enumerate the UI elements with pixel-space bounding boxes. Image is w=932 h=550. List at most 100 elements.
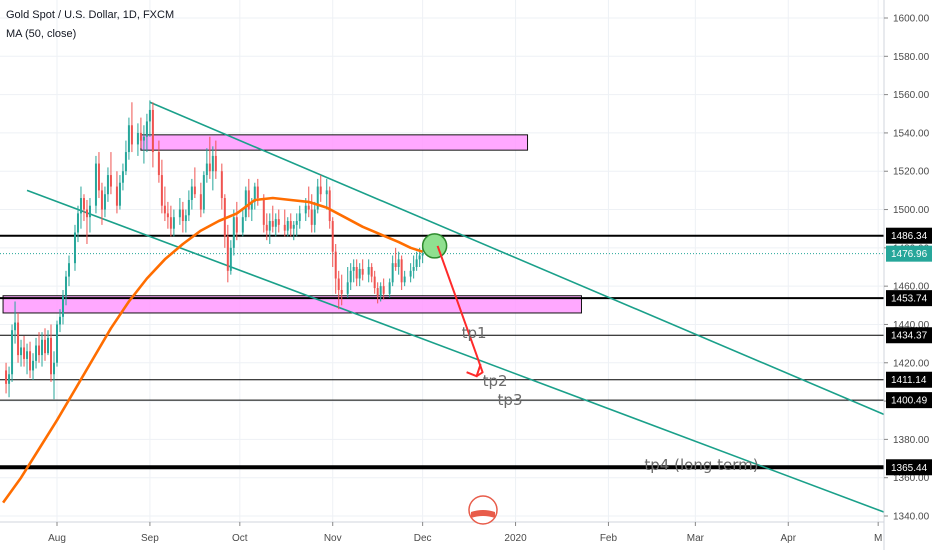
candle <box>409 263 412 283</box>
candle-body <box>319 186 322 195</box>
candle-body <box>190 186 193 200</box>
candle-body <box>151 109 154 153</box>
price-tick-label: 1460.00 <box>893 282 930 293</box>
indicator-label: MA (50, close) <box>6 28 77 40</box>
candle-body <box>82 198 85 210</box>
candle <box>346 267 349 298</box>
candle <box>220 163 223 210</box>
candle-body <box>53 362 56 375</box>
candle <box>382 278 385 300</box>
candle <box>370 263 373 283</box>
candle-body <box>199 194 202 210</box>
candles <box>5 100 424 400</box>
candle-body <box>244 190 247 218</box>
candle-body <box>382 286 385 294</box>
candle-body <box>241 217 244 233</box>
candle <box>292 221 295 241</box>
candle <box>130 102 133 153</box>
candle-body <box>17 322 20 356</box>
candle-body <box>64 276 67 296</box>
candle-body <box>100 190 103 210</box>
candle-body <box>325 190 328 195</box>
candle-body <box>47 337 50 354</box>
candle-body <box>32 360 35 371</box>
price-tick-label: 1600.00 <box>893 14 930 25</box>
level-tag <box>886 459 932 476</box>
candle-body <box>109 175 112 187</box>
candle <box>310 194 313 233</box>
candle <box>241 209 244 237</box>
candle <box>313 201 316 233</box>
candle-body <box>337 278 340 290</box>
candle <box>361 259 364 281</box>
candle <box>109 152 112 195</box>
candle <box>229 240 232 275</box>
candle-body <box>38 345 41 356</box>
candle-body <box>292 224 295 229</box>
candle <box>139 117 142 149</box>
time-axis[interactable]: Aug Sep Oct Nov Dec 2020 Feb Mar Apr M <box>0 521 884 544</box>
candle <box>145 113 148 153</box>
candle-body <box>286 221 289 231</box>
candle <box>124 140 127 176</box>
trend-channel <box>26 101 885 513</box>
time-tick-label: Mar <box>687 533 705 544</box>
candle <box>247 178 250 218</box>
candle-body <box>274 219 277 227</box>
candle <box>295 213 298 237</box>
price-axis[interactable]: 1340.001360.001380.001400.001420.001440.… <box>883 0 932 550</box>
candle-body <box>379 286 382 296</box>
candle <box>20 339 23 367</box>
moving-average <box>2 196 424 504</box>
candle <box>35 337 38 369</box>
candle <box>41 332 44 367</box>
candle-body <box>88 205 91 218</box>
candle-body <box>67 263 70 277</box>
candle <box>23 335 26 367</box>
candle-body <box>391 263 394 283</box>
time-tick-label: Feb <box>600 533 618 544</box>
candle <box>337 270 340 310</box>
candle-body <box>373 276 376 289</box>
price-tick-label: 1340.00 <box>893 512 930 523</box>
candle-body <box>349 270 352 283</box>
price-tick-label: 1360.00 <box>893 473 930 484</box>
candle-body <box>58 316 61 325</box>
time-tick-label: Oct <box>232 533 248 544</box>
candle-body <box>136 132 139 145</box>
candle <box>208 136 211 179</box>
time-tick-label: Aug <box>48 533 66 544</box>
candle <box>388 278 391 298</box>
candle-body <box>250 201 253 210</box>
candle-body <box>253 186 256 202</box>
candle-body <box>313 209 316 225</box>
candle <box>298 205 301 229</box>
level-tag <box>886 327 932 344</box>
candle-body <box>271 221 274 227</box>
candle-body <box>394 263 397 267</box>
time-tick-label: Sep <box>141 533 159 544</box>
candle <box>85 199 88 245</box>
price-tick-label: 1500.00 <box>893 205 930 216</box>
candle-body <box>358 268 361 279</box>
channel-line <box>26 189 885 513</box>
candle-body <box>130 125 133 145</box>
candle <box>334 244 337 294</box>
level-tag-label: 1453.74 <box>891 294 928 305</box>
candle <box>256 178 259 206</box>
candle <box>127 117 130 160</box>
price-tick-label: 1420.00 <box>893 358 930 369</box>
candle-body <box>202 175 205 210</box>
level-tag-label: 1365.44 <box>891 463 928 474</box>
candle <box>29 341 32 379</box>
support-zone <box>2 295 582 314</box>
candle <box>148 100 151 137</box>
level-tag <box>886 371 932 388</box>
markers <box>421 233 484 378</box>
candle-body <box>187 199 190 216</box>
candle-body <box>5 370 8 384</box>
candle <box>64 270 67 306</box>
candle <box>403 270 406 287</box>
candle-body <box>409 270 412 277</box>
